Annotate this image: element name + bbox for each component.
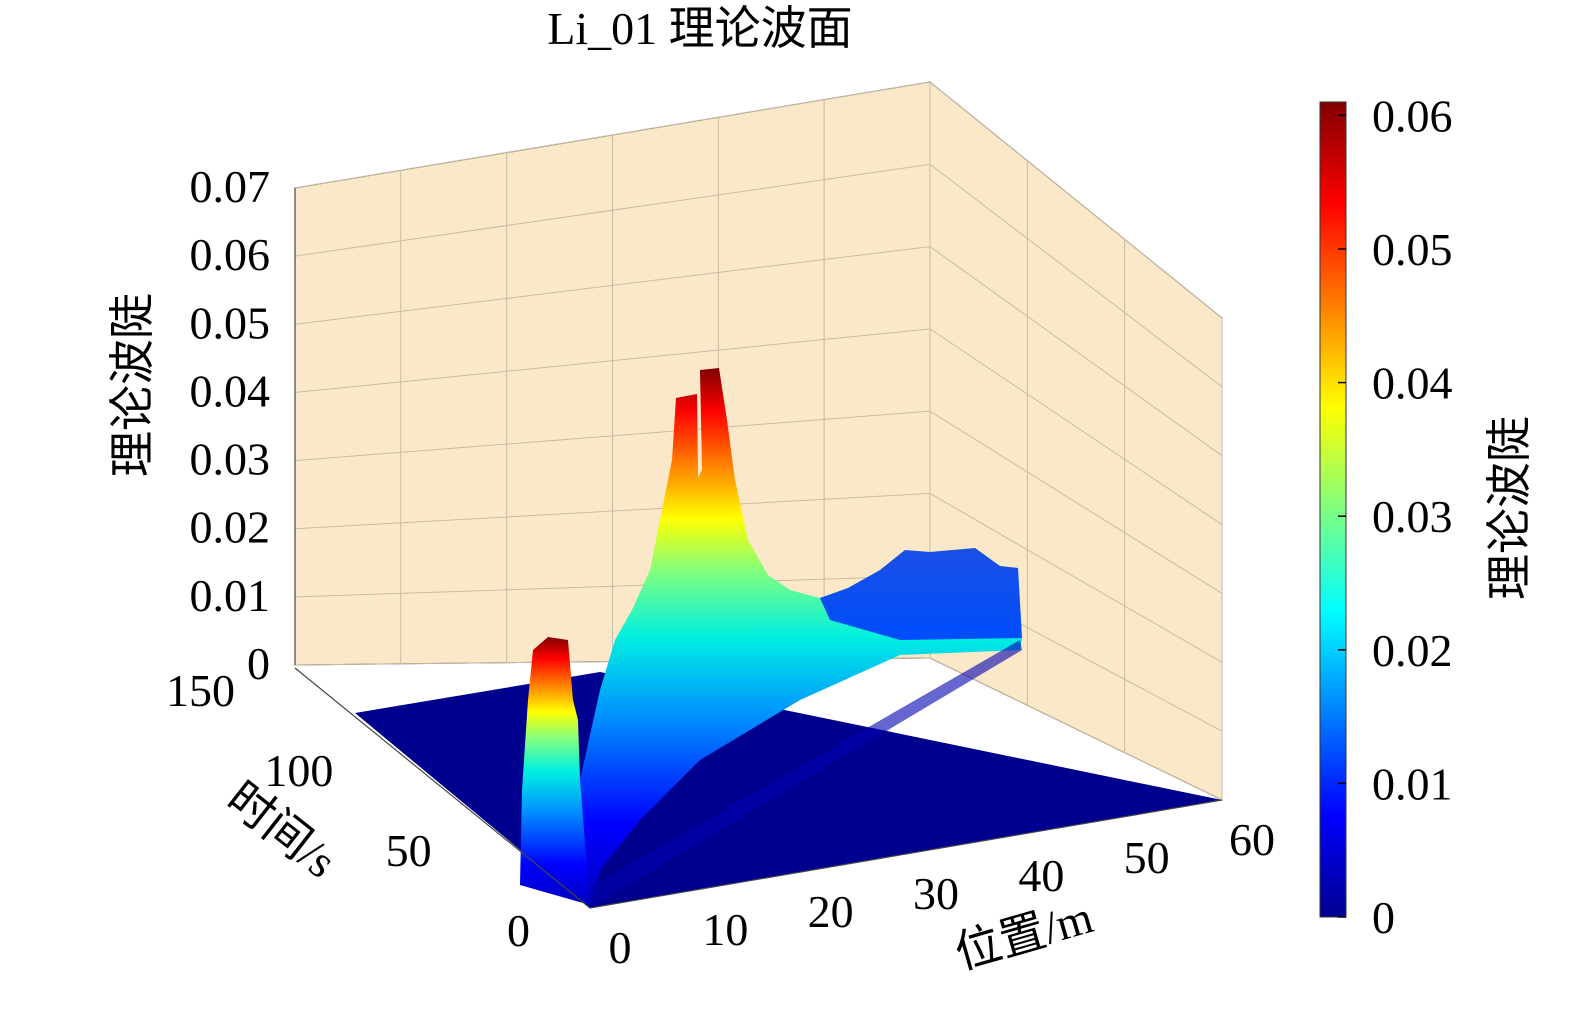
surface-right-shoulder	[820, 548, 1022, 640]
z-gridline-side	[929, 410, 1223, 594]
x-tick-label: 50	[1124, 832, 1170, 883]
z-tick-label: 0.06	[190, 229, 271, 280]
colorbar-tick-label: 0.04	[1372, 358, 1453, 409]
chart-title: Li_01 理论波面	[547, 3, 852, 54]
y-tick-label: 100	[264, 745, 333, 796]
colorbar-tick-label: 0.06	[1372, 90, 1453, 141]
colorbar-tick-label: 0.03	[1372, 491, 1453, 542]
y-axis-line	[294, 667, 591, 909]
z-tick-label: 0.05	[190, 297, 271, 348]
x-tick-label: 30	[913, 868, 959, 919]
z-axis-label: 理论波陡	[107, 293, 158, 477]
wave-surface	[520, 368, 1022, 908]
x-axis-line	[589, 799, 1223, 909]
y-tick-label: 0	[507, 905, 530, 956]
z-gridline-side	[929, 328, 1223, 525]
axis-ticks: 0 0.01 0.02 0.03 0.04 0.05 0.06 0.07 0 10 20 30 40 50…	[166, 161, 1275, 973]
colorbar-tick-label: 0.05	[1372, 224, 1453, 275]
x-tick-label: 60	[1229, 814, 1275, 865]
z-gridline-side	[929, 246, 1223, 457]
x-tick-label: 20	[808, 886, 854, 937]
x-tick-label: 10	[702, 904, 748, 955]
y-tick-label: 150	[166, 665, 235, 716]
z-tick-label: 0	[247, 638, 270, 689]
z-tick-label: 0.07	[190, 161, 271, 212]
z-gridline-side	[929, 492, 1223, 663]
colorbar-tick-label: 0	[1372, 892, 1395, 943]
colorbar	[1319, 101, 1347, 918]
colorbar-tick-label: 0.01	[1372, 758, 1453, 809]
colorbar-tick-label: 0.02	[1372, 625, 1453, 676]
z-tick-label: 0.04	[190, 365, 271, 416]
x-tick-label: 0	[609, 922, 632, 973]
z-tick-label: 0.03	[190, 434, 271, 485]
colorbar-label: 理论波陡	[1484, 416, 1535, 600]
colorbar-ticks: 0 0.01 0.02 0.03 0.04 0.05 0.06	[1338, 90, 1453, 943]
surface-front-face	[585, 640, 1022, 908]
z-gridline-side	[929, 163, 1223, 388]
x-tick-label: 40	[1018, 850, 1064, 901]
surface-main-body	[580, 368, 1022, 905]
x-axis-label: 位置/m	[949, 891, 1098, 979]
z-gridline-side	[929, 657, 1223, 801]
z-gridline-side	[929, 81, 1223, 319]
z-tick-label: 0.02	[190, 502, 271, 553]
grid-lines	[294, 81, 1223, 801]
y-tick-label: 50	[386, 825, 432, 876]
surface-left-ridge	[520, 637, 590, 905]
z-tick-label: 0.01	[190, 570, 271, 621]
side-wall-pane	[929, 80, 1223, 801]
